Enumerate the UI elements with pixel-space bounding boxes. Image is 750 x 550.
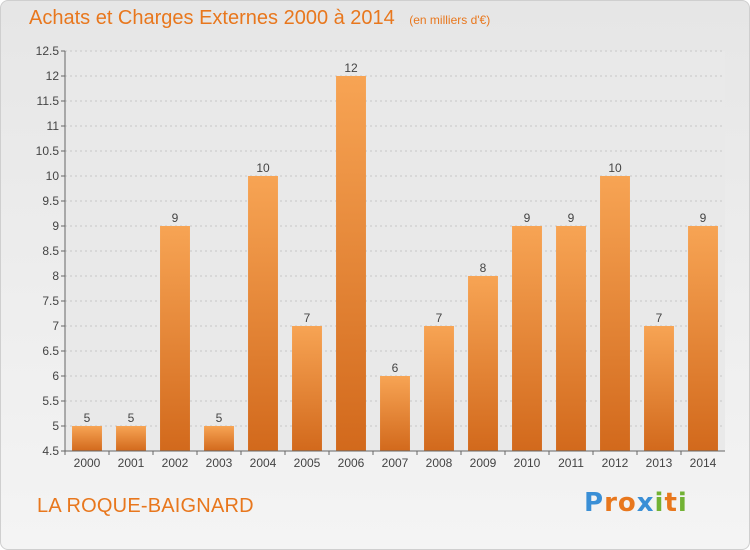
title-row: Achats et Charges Externes 2000 à 2014 (…: [29, 7, 490, 30]
logo-letter: o: [617, 488, 637, 518]
data-label: 10: [256, 161, 270, 175]
x-tick-label: 2000: [74, 456, 101, 470]
bar-2006: [336, 76, 366, 451]
logo-letter: i: [677, 488, 688, 518]
data-label: 5: [128, 411, 135, 425]
x-tick-label: 2010: [514, 456, 541, 470]
x-tick-label: 2002: [162, 456, 189, 470]
data-labels: 5 5 9 5 10 7 12 6 7 8 9 9 10 7 9: [84, 61, 707, 425]
proxiti-logo: Proxiti: [584, 488, 688, 518]
data-label: 12: [344, 61, 358, 75]
logo-letter: P: [584, 488, 605, 518]
bar-2010: [512, 226, 542, 451]
x-tick-label: 2007: [382, 456, 409, 470]
y-tick-label: 8: [52, 269, 59, 283]
x-tick-label: 2005: [294, 456, 321, 470]
bar-2005: [292, 326, 322, 451]
bar-2000: [72, 426, 102, 451]
bar-2002: [160, 226, 190, 451]
bar-2003: [204, 426, 234, 451]
data-label: 9: [172, 211, 179, 225]
chart-unit: (en milliers d'€): [409, 13, 491, 27]
y-tick-label: 9: [52, 219, 59, 233]
data-label: 6: [392, 361, 399, 375]
bar-2004: [248, 176, 278, 451]
logo-letter: i: [654, 488, 665, 518]
x-tick-label: 2009: [470, 456, 497, 470]
y-tick-label: 7.5: [42, 294, 59, 308]
y-tick-label: 12: [46, 69, 60, 83]
y-tick-label: 10.5: [36, 144, 60, 158]
x-tick-label: 2013: [646, 456, 673, 470]
data-label: 7: [304, 311, 311, 325]
y-tick-label: 9.5: [42, 194, 59, 208]
bar-2012: [600, 176, 630, 451]
x-tick-label: 2014: [690, 456, 717, 470]
x-tick-label: 2003: [206, 456, 233, 470]
data-label: 9: [524, 211, 531, 225]
y-tick-label: 6: [52, 369, 59, 383]
y-tick-label: 6.5: [42, 344, 59, 358]
x-tick-label: 2006: [338, 456, 365, 470]
y-tick-label: 7: [52, 319, 59, 333]
bar-2011: [556, 226, 586, 451]
data-label: 5: [84, 411, 91, 425]
y-tick-label: 5: [52, 419, 59, 433]
bar-2007: [380, 376, 410, 451]
bar-2001: [116, 426, 146, 451]
chart-title: Achats et Charges Externes 2000 à 2014: [29, 7, 395, 29]
logo-letter: x: [636, 488, 655, 518]
x-tick-labels: 2000 2001 2002 2003 2004 2005 2006 2007 2008 2009…: [64, 451, 717, 470]
bar-2008: [424, 326, 454, 451]
y-tick-label: 11.5: [37, 94, 60, 108]
y-tick-label: 10: [46, 169, 60, 183]
y-tick-label: 5.5: [42, 394, 59, 408]
data-label: 7: [656, 311, 663, 325]
data-label: 8: [480, 261, 487, 275]
y-tick-label: 4.5: [42, 444, 59, 458]
data-label: 9: [700, 211, 707, 225]
bar-2014: [688, 226, 718, 451]
data-label: 5: [216, 411, 223, 425]
y-tick-label: 11: [47, 119, 60, 133]
logo-letter: r: [604, 488, 618, 518]
bars: [72, 76, 718, 451]
commune-name: LA ROQUE-BAIGNARD: [37, 495, 254, 517]
logo-letter: t: [664, 488, 678, 518]
x-tick-label: 2001: [118, 456, 145, 470]
data-label: 7: [436, 311, 443, 325]
bar-2013: [644, 326, 674, 451]
x-tick-label: 2011: [558, 456, 584, 470]
data-label: 10: [608, 161, 622, 175]
y-tick-label: 12.5: [36, 44, 60, 58]
y-tick-label: 8.5: [42, 244, 59, 258]
x-tick-label: 2012: [602, 456, 629, 470]
bar-2009: [468, 276, 498, 451]
x-tick-label: 2008: [426, 456, 453, 470]
y-tick-labels: 4.5 5 5.5 6 6.5 7 7.5 8 8.5 9 9.5 10 10.5 11 11.5 12 12.…: [36, 44, 65, 458]
x-tick-label: 2004: [250, 456, 277, 470]
data-label: 9: [568, 211, 575, 225]
